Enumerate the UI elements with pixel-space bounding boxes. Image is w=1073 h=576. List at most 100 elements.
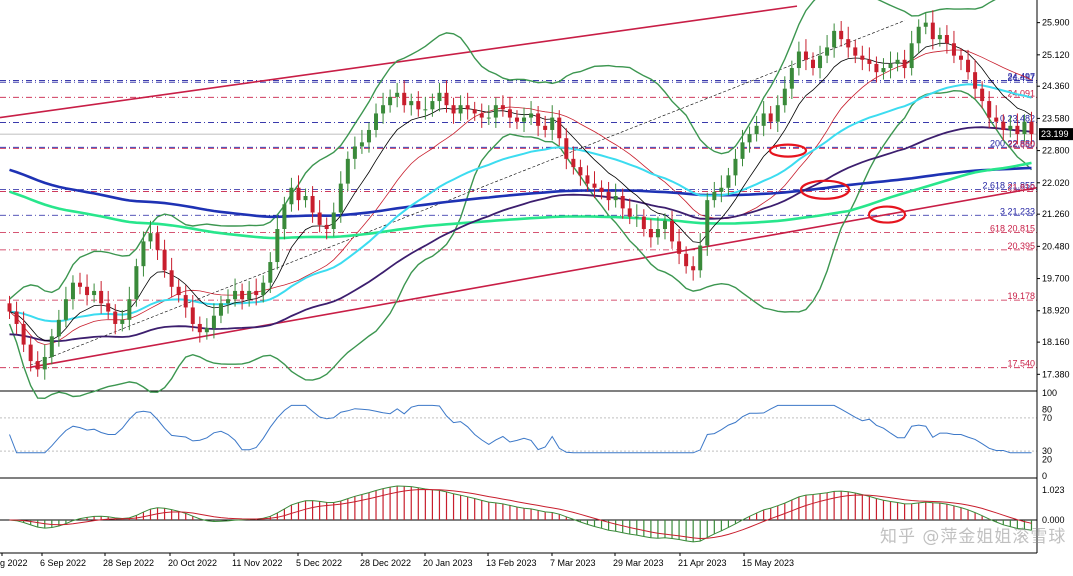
candle-body[interactable] xyxy=(141,241,146,267)
candle-body[interactable] xyxy=(740,142,745,159)
candle-body[interactable] xyxy=(35,361,40,370)
candle-body[interactable] xyxy=(331,212,336,230)
candle-body[interactable] xyxy=(500,105,505,110)
candle-body[interactable] xyxy=(479,113,484,118)
candle-body[interactable] xyxy=(366,129,371,143)
candle-body[interactable] xyxy=(846,39,851,48)
candle-body[interactable] xyxy=(627,208,632,217)
candle-body[interactable] xyxy=(303,196,308,201)
candle-body[interactable] xyxy=(359,142,364,147)
candle-body[interactable] xyxy=(261,282,266,296)
candle-body[interactable] xyxy=(1029,121,1034,135)
candle-body[interactable] xyxy=(789,68,794,89)
candle-body[interactable] xyxy=(599,187,604,192)
candle-body[interactable] xyxy=(733,158,738,176)
candle-body[interactable] xyxy=(296,187,301,201)
candle-body[interactable] xyxy=(775,105,780,122)
candle-body[interactable] xyxy=(204,328,209,333)
candle-body[interactable] xyxy=(726,175,731,188)
candle-body[interactable] xyxy=(85,286,90,296)
candle-body[interactable] xyxy=(529,113,534,118)
candle-body[interactable] xyxy=(987,101,992,118)
candle-body[interactable] xyxy=(564,138,569,159)
candle-body[interactable] xyxy=(155,233,160,250)
candle-body[interactable] xyxy=(99,290,104,304)
candle-body[interactable] xyxy=(374,113,379,130)
candle-body[interactable] xyxy=(648,229,653,238)
candle-body[interactable] xyxy=(324,224,329,230)
candle-body[interactable] xyxy=(705,200,710,246)
candle-body[interactable] xyxy=(472,109,477,114)
candle-body[interactable] xyxy=(63,299,68,320)
candle-body[interactable] xyxy=(754,125,759,135)
candle-body[interactable] xyxy=(966,59,971,73)
candle-body[interactable] xyxy=(444,92,449,106)
candle-body[interactable] xyxy=(197,323,202,333)
candle-body[interactable] xyxy=(571,158,576,168)
candle-body[interactable] xyxy=(958,55,963,60)
candle-body[interactable] xyxy=(1022,121,1027,135)
candle-body[interactable] xyxy=(395,92,400,97)
candle-body[interactable] xyxy=(247,290,252,300)
candle-body[interactable] xyxy=(254,290,259,296)
candle-body[interactable] xyxy=(818,55,823,69)
candle-body[interactable] xyxy=(451,105,456,114)
candle-body[interactable] xyxy=(550,117,555,130)
candle-body[interactable] xyxy=(536,113,541,126)
candle-body[interactable] xyxy=(641,216,646,230)
candle-body[interactable] xyxy=(606,191,611,201)
candle-body[interactable] xyxy=(507,109,512,118)
candle-body[interactable] xyxy=(719,187,724,192)
candle-body[interactable] xyxy=(825,47,830,56)
candle-body[interactable] xyxy=(937,35,942,40)
candle-body[interactable] xyxy=(70,282,75,300)
candle-body[interactable] xyxy=(268,262,273,283)
candle-body[interactable] xyxy=(522,117,527,122)
candle-body[interactable] xyxy=(803,51,808,60)
candle-body[interactable] xyxy=(56,319,61,337)
candle-body[interactable] xyxy=(176,286,181,296)
candle-body[interactable] xyxy=(747,134,752,143)
candle-body[interactable] xyxy=(655,229,660,238)
candle-body[interactable] xyxy=(162,249,167,271)
candle-body[interactable] xyxy=(578,167,583,176)
candle-body[interactable] xyxy=(148,233,153,242)
candle-body[interactable] xyxy=(402,92,407,106)
candle-body[interactable] xyxy=(127,299,132,320)
candle-body[interactable] xyxy=(944,35,949,44)
candle-body[interactable] xyxy=(430,101,435,110)
candle-body[interactable] xyxy=(14,311,19,324)
candle-body[interactable] xyxy=(585,175,590,184)
candle-body[interactable] xyxy=(409,101,414,106)
candle-body[interactable] xyxy=(338,183,343,213)
candle-body[interactable] xyxy=(930,22,935,40)
candle-body[interactable] xyxy=(486,117,491,119)
candle-body[interactable] xyxy=(226,299,231,304)
candle-body[interactable] xyxy=(211,315,216,329)
candle-body[interactable] xyxy=(691,266,696,271)
candle-body[interactable] xyxy=(28,344,33,362)
candle-body[interactable] xyxy=(310,196,315,213)
candle-body[interactable] xyxy=(240,290,245,300)
candle-body[interactable] xyxy=(437,92,442,102)
candle-body[interactable] xyxy=(388,96,393,106)
candle-body[interactable] xyxy=(810,59,815,69)
candle-body[interactable] xyxy=(761,113,766,126)
candle-body[interactable] xyxy=(78,282,83,287)
candle-body[interactable] xyxy=(698,245,703,271)
candle-body[interactable] xyxy=(860,55,865,60)
candle-body[interactable] xyxy=(120,319,125,324)
candle-body[interactable] xyxy=(874,63,879,73)
candle-body[interactable] xyxy=(218,303,223,316)
candle-body[interactable] xyxy=(416,101,421,110)
candle-body[interactable] xyxy=(634,216,639,218)
candle-body[interactable] xyxy=(275,229,280,263)
candle-body[interactable] xyxy=(317,212,322,225)
candle-body[interactable] xyxy=(1001,121,1006,130)
candle-body[interactable] xyxy=(465,105,470,110)
candle-body[interactable] xyxy=(289,187,294,205)
candle-body[interactable] xyxy=(909,43,914,69)
candle-body[interactable] xyxy=(782,88,787,106)
